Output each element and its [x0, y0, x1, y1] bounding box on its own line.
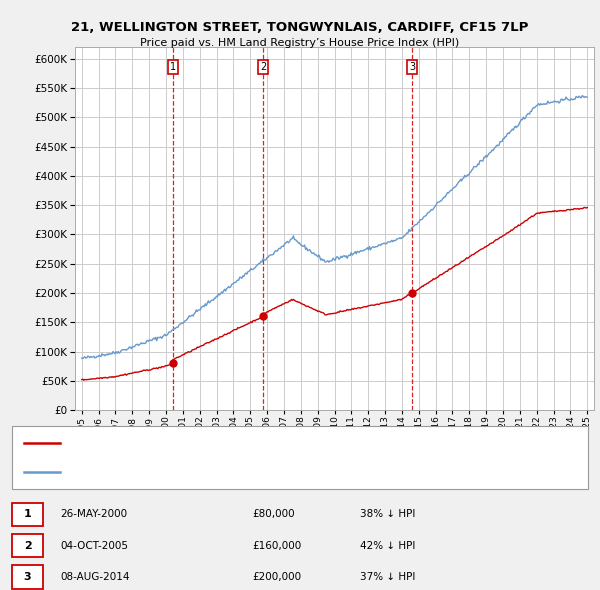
Text: 04-OCT-2005: 04-OCT-2005 [60, 540, 128, 550]
Text: 37% ↓ HPI: 37% ↓ HPI [360, 572, 415, 582]
Text: 08-AUG-2014: 08-AUG-2014 [60, 572, 130, 582]
Text: 1: 1 [170, 62, 176, 72]
FancyBboxPatch shape [12, 565, 43, 589]
Text: 26-MAY-2000: 26-MAY-2000 [60, 509, 127, 519]
Text: 21, WELLINGTON STREET, TONGWYNLAIS, CARDIFF, CF15 7LP (detached house): 21, WELLINGTON STREET, TONGWYNLAIS, CARD… [69, 439, 429, 448]
Text: 42% ↓ HPI: 42% ↓ HPI [360, 540, 415, 550]
Text: £160,000: £160,000 [252, 540, 301, 550]
FancyBboxPatch shape [12, 427, 588, 489]
Text: 2: 2 [260, 62, 266, 72]
Text: 3: 3 [24, 572, 31, 582]
Text: 3: 3 [409, 62, 415, 72]
Text: 2: 2 [24, 540, 31, 550]
FancyBboxPatch shape [12, 534, 43, 558]
Text: £80,000: £80,000 [252, 509, 295, 519]
Text: 21, WELLINGTON STREET, TONGWYNLAIS, CARDIFF, CF15 7LP: 21, WELLINGTON STREET, TONGWYNLAIS, CARD… [71, 21, 529, 34]
Text: HPI: Average price, detached house, Cardiff: HPI: Average price, detached house, Card… [69, 468, 266, 477]
Text: 38% ↓ HPI: 38% ↓ HPI [360, 509, 415, 519]
FancyBboxPatch shape [12, 503, 43, 526]
Text: Price paid vs. HM Land Registry’s House Price Index (HPI): Price paid vs. HM Land Registry’s House … [140, 38, 460, 48]
Text: 1: 1 [24, 509, 31, 519]
Text: £200,000: £200,000 [252, 572, 301, 582]
